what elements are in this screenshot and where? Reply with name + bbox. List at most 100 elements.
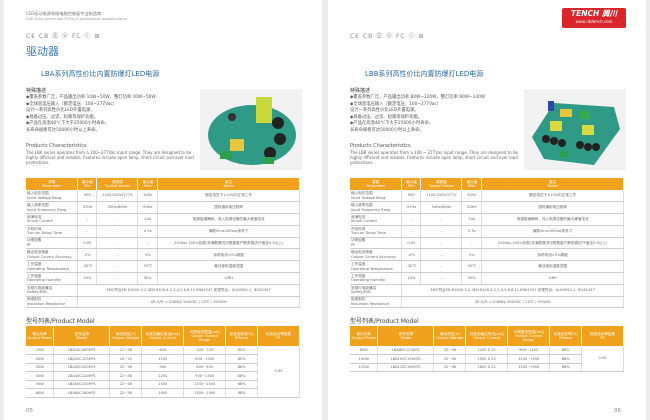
header-en: Output Power: [27, 336, 52, 340]
param-cn: 工作温度: [351, 262, 366, 267]
features-title: 特殊描述: [26, 88, 47, 94]
characteristics-title: Products Characteristics: [350, 143, 411, 149]
model-cell: 1200: [141, 371, 185, 381]
model-header-cell: 输出功率 Output Power: [350, 326, 379, 346]
model-row: 50W LBA50C150HP1 22~36 1500 1200~1550 88%: [26, 380, 300, 390]
header-cn: LED驱动电源和微电脑控制板专业制造商: [26, 11, 102, 16]
model-cell: 88%: [225, 388, 259, 399]
param-cn: 开机时间: [351, 226, 366, 231]
parameter-value: 满载Vin≥200Vac条件下: [481, 225, 624, 238]
param-en: Input Frequency Rang: [351, 207, 391, 212]
parameter-row: 输出电流精度 Output Current Accuracy -5% –5% 标称电流±…: [350, 248, 624, 262]
feature-item: 长寿命规格可达50000小时以上寿命。: [26, 128, 100, 133]
param-en: Operating Humility: [351, 278, 386, 283]
parameter-value: -5%: [77, 248, 98, 262]
param-cn: 开机时间: [27, 226, 42, 231]
model-cell: 600~950: [183, 363, 227, 373]
parameter-name: 绝缘阻抗 Insulation Resistance: [350, 296, 403, 309]
feature-item: ◆全球宽电压输入（额定电压：100~277Vac）: [350, 101, 442, 107]
parameter-value: 国际通用电压频率: [157, 201, 300, 215]
parameter-value: 0.5s: [137, 225, 159, 238]
param-en: PF: [351, 243, 356, 248]
header-cn: 标准品输出电流[mA]: [145, 331, 180, 336]
feature-item: ◆产品在高温40℃下大于25000小时寿命，: [350, 121, 434, 127]
parameter-value: 5%: [137, 248, 159, 262]
param-en: Input Voltage Rang: [27, 195, 62, 200]
header-en: Max: [144, 184, 152, 188]
param-en: Insulation Resistance: [27, 302, 66, 307]
tench-logo: TENCH 腾川 www.nbtench.com: [562, 8, 626, 28]
parameter-header-cell: 参数 Parameter: [26, 178, 79, 190]
param-cn: 浪涌电流: [27, 214, 42, 219]
parameter-row: 功率因素 PF 0.95– –230Vac,100%负载(非满载情况可根据客户需求调试…: [26, 237, 300, 250]
model-cell: 22~36: [109, 363, 143, 373]
model-header-cell: 标准品效率[%] Effency: [549, 326, 583, 346]
model-header-cell: 标准品功率因素 PF: [581, 326, 624, 346]
parameter-value: 305V: [461, 190, 483, 203]
header-cn: 标准品输出电流[mA]: [469, 331, 504, 336]
parameter-row: 绝缘阻抗 Insulation Resistance I/P-O/P: >100MΩ…: [26, 296, 300, 309]
parameter-value: %RH: [481, 272, 624, 285]
parameter-value: 90V: [77, 190, 98, 203]
model-cell: 88%: [549, 363, 583, 373]
param-cn: 输出电流精度: [27, 250, 49, 255]
param-en: PF: [27, 243, 32, 248]
parameter-row: 工作湿度 Operating Humility 10% –90% %RH: [26, 272, 300, 285]
param-cn: 输入频率范围: [27, 203, 49, 208]
param-cn: 工作湿度: [27, 273, 42, 278]
parameter-value: EMC符合EN 61000-3-2,3EN 6100-4-2,3,4,5,6,8…: [77, 284, 300, 297]
model-header-cell: 标准品效率[%] Effency: [225, 326, 259, 346]
model-header-cell: 输出功率 Output Power: [26, 326, 55, 346]
parameter-name: 工作温度 Operating Temperature: [350, 260, 403, 274]
header-cn: 典型值: [111, 179, 123, 184]
feature-item: ◆具备过压、过流、短路等保护功能。: [26, 114, 99, 120]
param-en: Inrush Current: [351, 219, 377, 224]
header-cn: 型号名称: [74, 331, 90, 336]
page-left: LED驱动电源和微电脑控制板专业制造商 LED Drive power and …: [4, 0, 322, 420]
characteristics-text: The LBB series operates from a 100 ~ 277…: [350, 150, 518, 166]
certification-icons: C€ CB ㊣ Ⓤ FC ⓒ ⊞: [26, 33, 101, 40]
model-row: 60W LBA60C180HP1 22~36 1800 1300~1900 88%: [26, 388, 300, 399]
model-cell: 88%: [549, 354, 583, 364]
model-cell: 22~36: [109, 388, 143, 399]
model-cell: 100W: [350, 354, 379, 364]
model-cell: 50W: [26, 380, 55, 390]
parameter-name: 安规与电磁兼容 Safety/EMC: [26, 284, 79, 297]
model-list-title: 型号列表/Product Model: [350, 318, 419, 325]
param-en: Insulation Resistance: [351, 302, 390, 307]
model-header-cell: 输出电压[V] Output Voltage: [433, 326, 467, 346]
model-header-cell: 可调电流范围[mA] Output Current Range: [507, 326, 551, 346]
parameter-name: 开机时间 Turn-on Delay Time: [350, 225, 403, 238]
model-cell: 88%: [225, 380, 259, 390]
header-en: Effency: [558, 336, 573, 340]
model-cell: LBA40C120HP1: [53, 371, 111, 381]
parameter-name: 绝缘阻抗 Insulation Resistance: [26, 296, 79, 309]
header-en: Parameter: [366, 184, 386, 188]
param-cn: 输入频率范围: [351, 203, 373, 208]
parameter-row: 安规与电磁兼容 Safety/EMC EMC符合EN 61000-3-2,3EN 6…: [26, 284, 300, 297]
parameter-header-cell: 备注 Notes: [481, 178, 624, 190]
parameter-value: –: [96, 237, 139, 250]
header-cn: 典型值: [435, 179, 447, 184]
model-cell: 1500 X 2C: [465, 354, 509, 364]
param-cn: 输入电压范围: [351, 191, 373, 196]
model-cell: 22~36: [433, 363, 467, 373]
param-cn: 安规与电磁兼容: [27, 285, 53, 290]
series-title: LBA系列高性价比内置防爆灯LED电源: [41, 70, 160, 78]
model-row: 20W LBA20C060HP1 22~36 600 300~700 85% 0.95: [26, 346, 300, 399]
model-cell: 22~36: [109, 346, 143, 356]
model-list-title: 型号列表/Product Model: [26, 318, 95, 325]
page-right: C€ CB ㊣ Ⓤ FC ⓒ ⊞ TENCH 腾川 www.nbtench.co…: [328, 0, 646, 420]
model-cell: 900~1350: [183, 354, 227, 364]
parameter-name: 工作温度 Operating Temperature: [26, 260, 79, 274]
parameter-value: 20A: [137, 213, 159, 226]
param-cn: 功率因素: [351, 238, 366, 243]
header-en: Model: [400, 336, 412, 340]
model-table: 输出功率 Output Power 型号名称 Model 输出电压[V] Output V…: [26, 326, 300, 399]
header-cn: 参数: [372, 179, 380, 184]
parameter-value: EMC符合EN 61000-3-2,3EN 6100-4-2,3,4,5,6,8…: [401, 284, 624, 297]
parameter-name: 功率因素 PF: [26, 237, 79, 250]
header-cn: 输出功率: [32, 331, 47, 336]
parameter-value: -5%: [401, 248, 422, 262]
product-image: [524, 89, 626, 170]
